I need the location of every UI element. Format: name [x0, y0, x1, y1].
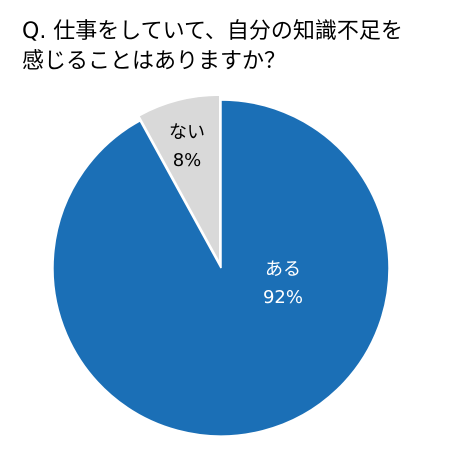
- chart-title: Q. 仕事をしていて、自分の知識不足を: [22, 19, 403, 44]
- pie-slice: [137, 94, 221, 264]
- slice-label: ある: [265, 259, 301, 280]
- pie-slice: [52, 99, 390, 437]
- value-label: 92%: [263, 287, 303, 308]
- slice-label: ない: [169, 122, 205, 143]
- chart-title: 感じることはありますか？: [22, 49, 286, 74]
- value-label: 8%: [173, 150, 202, 171]
